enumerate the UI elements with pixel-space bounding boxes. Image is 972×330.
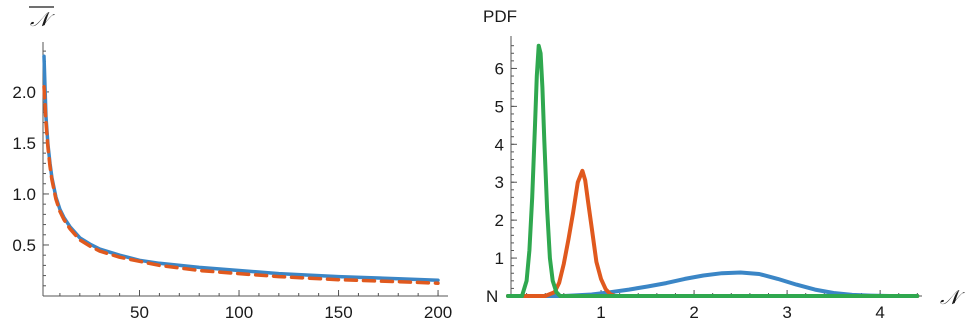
y-tick-label: 3	[495, 173, 504, 192]
x-tick-label: 3	[782, 303, 791, 322]
series-line-1	[42, 54, 440, 282]
x-tick-label: 200	[424, 303, 452, 322]
x-tick-label: 4	[875, 303, 884, 322]
y-axis-title: 𝒩	[30, 7, 55, 31]
x-axis-title: 𝒩	[940, 285, 965, 309]
y-tick-label: 6	[495, 59, 504, 78]
y-origin-label: N	[486, 287, 498, 306]
y-tick-label: 1.0	[12, 185, 36, 204]
series-line-1	[506, 270, 920, 298]
right-chart-panel: 1 2 3 4 5 6 1 2 3 4 PDF 𝒩 N	[483, 7, 965, 322]
y-tick-label: 1	[495, 249, 504, 268]
y-tick-label: 5	[495, 97, 504, 116]
x-tick-label: 2	[689, 303, 698, 322]
x-tick-label: 50	[130, 303, 149, 322]
y-tick-label: 1.5	[12, 134, 36, 153]
x-tick-label: 100	[225, 303, 253, 322]
x-tick-label: 1	[596, 303, 605, 322]
y-tick-label: 4	[495, 135, 504, 154]
x-tick-label: 150	[324, 303, 352, 322]
y-tick-label: 2	[495, 211, 504, 230]
y-axis-title: PDF	[483, 7, 517, 26]
left-chart-panel: 0.5 1.0 1.5 2.0 50 100 150 200 𝒩	[12, 6, 452, 322]
y-tick-label: 2.0	[12, 83, 36, 102]
series-line-3	[506, 43, 920, 298]
y-tick-label: 0.5	[12, 236, 36, 255]
series-line-2	[506, 168, 920, 298]
series-line-2	[42, 85, 440, 285]
